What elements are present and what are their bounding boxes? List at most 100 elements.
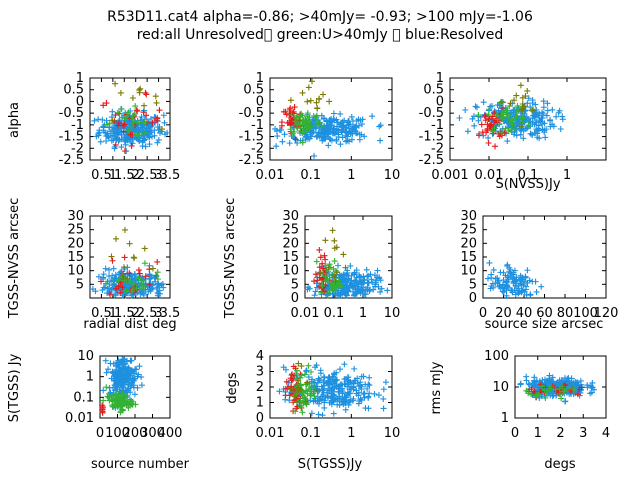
data-point-olive bbox=[316, 95, 323, 102]
y-axis-label-5: TGSS-NVSS arcsec bbox=[223, 198, 238, 320]
data-point-blue bbox=[153, 285, 160, 292]
data-point-olive bbox=[522, 93, 529, 100]
y-tick-label-1: 0 bbox=[76, 94, 84, 109]
data-point-blue bbox=[532, 119, 539, 126]
data-point-blue bbox=[330, 110, 337, 117]
data-point-blue bbox=[321, 374, 328, 381]
data-point-blue bbox=[154, 139, 161, 146]
data-point-blue bbox=[314, 379, 321, 386]
data-point-blue bbox=[303, 367, 310, 374]
data-point-green bbox=[313, 258, 320, 265]
data-point-blue bbox=[125, 381, 132, 388]
data-point-green bbox=[127, 278, 134, 285]
y-tick-label-9: 1 bbox=[501, 411, 509, 426]
x-tick-label-1: 1.5 bbox=[114, 168, 135, 183]
y-tick-label-4: 5 bbox=[76, 277, 84, 292]
data-point-green bbox=[330, 288, 337, 295]
data-point-green bbox=[506, 103, 513, 110]
data-point-red bbox=[283, 378, 290, 385]
data-point-blue bbox=[328, 115, 335, 122]
data-point-olive bbox=[113, 235, 120, 242]
data-point-blue bbox=[323, 389, 330, 396]
data-point-blue bbox=[348, 113, 355, 120]
data-point-green bbox=[305, 119, 312, 126]
data-point-blue bbox=[377, 288, 384, 295]
data-point-blue bbox=[527, 291, 534, 298]
data-point-red bbox=[117, 289, 124, 296]
data-point-green bbox=[535, 391, 542, 398]
data-point-olive bbox=[141, 245, 148, 252]
data-point-blue bbox=[340, 272, 347, 279]
data-point-green bbox=[485, 111, 492, 118]
data-point-blue bbox=[160, 112, 167, 119]
data-point-green bbox=[115, 391, 122, 398]
y-tick-label-3: 1 bbox=[436, 71, 444, 86]
data-point-blue bbox=[342, 400, 349, 407]
x-tick-label-9: 3 bbox=[579, 426, 587, 441]
data-point-blue bbox=[112, 271, 119, 278]
x-axis-label-9: degs bbox=[544, 457, 576, 472]
data-point-olive bbox=[314, 386, 321, 393]
y-tick-label-3: -2.5 bbox=[419, 153, 444, 168]
data-point-green bbox=[318, 282, 325, 289]
data-point-blue bbox=[504, 138, 511, 145]
data-point-red bbox=[112, 141, 119, 148]
data-point-red bbox=[136, 270, 143, 277]
y-tick-label-8: 3 bbox=[256, 365, 264, 380]
data-point-blue bbox=[380, 386, 387, 393]
data-point-blue bbox=[328, 401, 335, 408]
data-point-green bbox=[129, 116, 136, 123]
data-point-green bbox=[294, 112, 301, 119]
data-point-olive bbox=[121, 226, 128, 233]
y-tick-label-5: 5 bbox=[291, 277, 299, 292]
data-point-blue bbox=[102, 357, 109, 364]
data-point-blue bbox=[471, 122, 478, 129]
data-point-blue bbox=[503, 292, 510, 299]
data-point-green bbox=[103, 280, 110, 287]
x-tick-label-1: 3.5 bbox=[160, 168, 181, 183]
data-point-blue bbox=[364, 273, 371, 280]
x-tick-label-9: 1 bbox=[534, 426, 542, 441]
data-point-green bbox=[154, 276, 161, 283]
data-point-blue bbox=[538, 393, 545, 400]
data-point-red bbox=[288, 383, 295, 390]
data-point-green bbox=[123, 276, 130, 283]
data-point-blue bbox=[527, 104, 534, 111]
data-point-blue bbox=[549, 106, 556, 113]
data-point-blue bbox=[305, 374, 312, 381]
data-point-green bbox=[304, 113, 311, 120]
data-point-blue bbox=[97, 138, 104, 145]
data-point-blue bbox=[365, 280, 372, 287]
data-point-blue bbox=[533, 288, 540, 295]
data-point-blue bbox=[509, 287, 516, 294]
data-point-blue bbox=[361, 276, 368, 283]
data-point-blue bbox=[345, 378, 352, 385]
data-point-green bbox=[547, 385, 554, 392]
x-tick-label-4: 3 bbox=[154, 306, 162, 321]
data-point-blue bbox=[529, 132, 536, 139]
x-tick-label-3: 0.001 bbox=[431, 168, 468, 183]
data-point-blue bbox=[347, 262, 354, 269]
data-point-blue bbox=[96, 129, 103, 136]
data-point-red bbox=[156, 107, 163, 114]
data-point-olive bbox=[316, 270, 323, 277]
data-point-green bbox=[505, 127, 512, 134]
data-point-olive bbox=[291, 393, 298, 400]
data-point-red bbox=[531, 388, 538, 395]
data-point-blue bbox=[352, 377, 359, 384]
data-point-blue bbox=[353, 290, 360, 297]
data-point-red bbox=[146, 281, 153, 288]
data-point-blue bbox=[130, 370, 137, 377]
data-point-green bbox=[293, 121, 300, 128]
y-tick-label-3: -2 bbox=[431, 141, 444, 156]
data-point-red bbox=[476, 132, 482, 139]
x-tick-label-6: 100 bbox=[573, 306, 598, 321]
data-point-blue bbox=[544, 100, 551, 107]
data-point-blue bbox=[121, 356, 128, 363]
y-tick-label-8: 2 bbox=[256, 380, 264, 395]
data-point-blue bbox=[364, 284, 371, 291]
data-point-blue bbox=[276, 127, 283, 134]
y-tick-label-1: -2 bbox=[71, 141, 84, 156]
data-point-green bbox=[125, 127, 132, 134]
x-tick-label-6: 20 bbox=[495, 306, 512, 321]
